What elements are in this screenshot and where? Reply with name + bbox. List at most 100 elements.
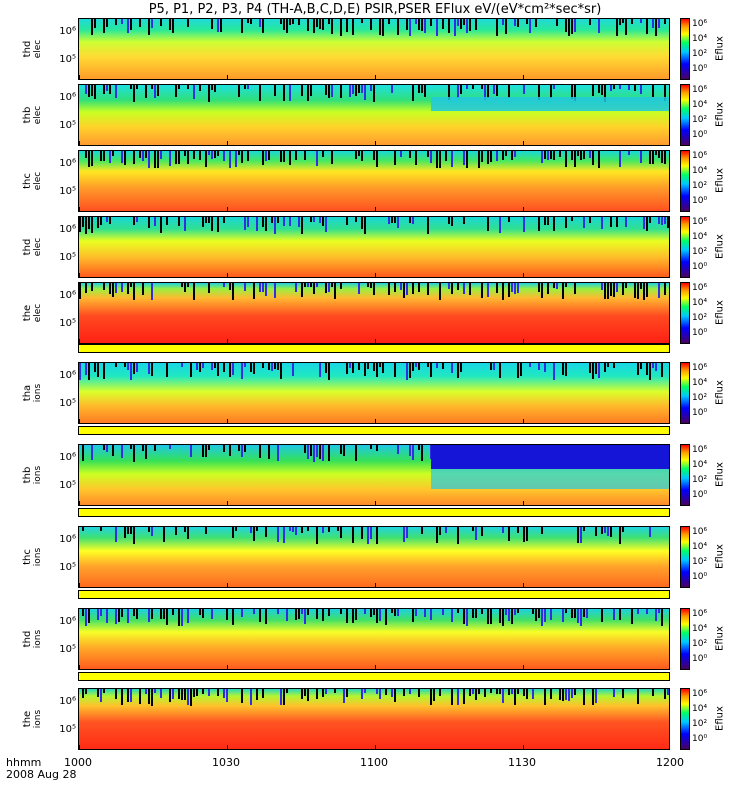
x-tick-mark bbox=[79, 745, 80, 749]
colorbar-tick: 10⁶ bbox=[692, 689, 708, 699]
colorbar-tick: 10⁶ bbox=[692, 445, 708, 455]
x-tick-mark bbox=[523, 745, 524, 749]
x-tick-mark bbox=[227, 583, 228, 587]
x-tick-mark bbox=[79, 583, 80, 587]
noise-band bbox=[82, 689, 669, 706]
y-tick-label: 10⁵ bbox=[59, 186, 76, 197]
colorbar-tick: 10⁴ bbox=[692, 166, 708, 176]
y-tick-label: 10⁶ bbox=[59, 224, 76, 235]
colorbar-tick: 10² bbox=[692, 313, 708, 323]
species-label: elec bbox=[33, 237, 43, 257]
x-tick-mark bbox=[227, 419, 228, 423]
colorbar bbox=[680, 18, 690, 80]
colorbar-tick: 10⁶ bbox=[692, 283, 708, 293]
x-tick-mark bbox=[375, 141, 376, 145]
colorbar-tick: 10⁰ bbox=[692, 490, 708, 500]
y-tick-label: 10⁵ bbox=[59, 318, 76, 329]
x-tick-mark bbox=[227, 75, 228, 79]
x-tick-0: 1000 bbox=[64, 756, 92, 769]
x-tick-mark bbox=[669, 339, 670, 343]
x-tick-mark bbox=[523, 141, 524, 145]
panel-ylabel: thd ions bbox=[22, 624, 43, 654]
x-tick-mark bbox=[523, 207, 524, 211]
colorbar-label: Eflux bbox=[714, 626, 726, 651]
species-label: ions bbox=[33, 465, 43, 485]
colorbar-tick: 10⁰ bbox=[692, 408, 708, 418]
x-tick-mark bbox=[523, 339, 524, 343]
colorbar-tick: 10⁶ bbox=[692, 19, 708, 29]
panel-ylabel: the ions bbox=[22, 704, 43, 734]
colorbar bbox=[680, 216, 690, 278]
y-tick-label: 10⁵ bbox=[59, 252, 76, 263]
figure-title: P5, P1, P2, P3, P4 (TH-A,B,C,D,E) PSIR,P… bbox=[148, 2, 602, 17]
y-tick-label: 10⁵ bbox=[59, 54, 76, 65]
x-tick-3: 1130 bbox=[508, 756, 536, 769]
separator-bar bbox=[78, 508, 670, 517]
x-tick-4: 1200 bbox=[656, 756, 684, 769]
species-label: elec bbox=[33, 303, 43, 323]
colorbar-tick: 10² bbox=[692, 639, 708, 649]
colorbar-tick: 10⁰ bbox=[692, 262, 708, 272]
colorbar bbox=[680, 150, 690, 212]
colorbar-tick: 10² bbox=[692, 115, 708, 125]
y-tick-label: 10⁵ bbox=[59, 724, 76, 735]
species-label: ions bbox=[33, 383, 43, 403]
colorbar-tick: 10⁶ bbox=[692, 85, 708, 95]
colorbar-label: Eflux bbox=[714, 234, 726, 259]
x-tick-mark bbox=[79, 273, 80, 277]
spectrogram-thd-elec bbox=[78, 18, 670, 80]
x-tick-mark bbox=[375, 75, 376, 79]
y-tick-label: 10⁵ bbox=[59, 120, 76, 131]
x-tick-2: 1100 bbox=[360, 756, 388, 769]
colorbar-tick: 10⁰ bbox=[692, 654, 708, 664]
probe-label: thd bbox=[22, 238, 33, 256]
separator-bar bbox=[78, 344, 670, 353]
colorbar-label: Eflux bbox=[714, 36, 726, 61]
y-tick-label: 10⁶ bbox=[59, 290, 76, 301]
x-tick-mark bbox=[79, 207, 80, 211]
colorbar bbox=[680, 444, 690, 506]
separator-bar bbox=[78, 672, 670, 681]
y-tick-label: 10⁶ bbox=[59, 452, 76, 463]
x-tick-mark bbox=[669, 419, 670, 423]
noise-band bbox=[79, 283, 666, 300]
x-tick-mark bbox=[227, 665, 228, 669]
x-tick-mark bbox=[375, 207, 376, 211]
y-tick-label: 10⁶ bbox=[59, 616, 76, 627]
species-label: elec bbox=[33, 39, 43, 59]
colorbar bbox=[680, 362, 690, 424]
colorbar-tick: 10⁴ bbox=[692, 232, 708, 242]
x-tick-mark bbox=[669, 583, 670, 587]
y-tick-label: 10⁵ bbox=[59, 480, 76, 491]
colorbar-tick: 10⁶ bbox=[692, 527, 708, 537]
noise-band bbox=[91, 19, 666, 36]
colorbar bbox=[680, 282, 690, 344]
x-tick-mark bbox=[227, 207, 228, 211]
x-tick-mark bbox=[227, 501, 228, 505]
species-label: elec bbox=[33, 171, 43, 191]
x-tick-mark bbox=[375, 419, 376, 423]
noise-band bbox=[82, 609, 663, 626]
x-tick-mark bbox=[669, 665, 670, 669]
x-tick-mark bbox=[79, 75, 80, 79]
colorbar-tick: 10⁴ bbox=[692, 100, 708, 110]
colorbar-label: Eflux bbox=[714, 706, 726, 731]
noise-band bbox=[85, 151, 666, 168]
x-tick-mark bbox=[523, 419, 524, 423]
panel-ylabel: thd elec bbox=[22, 34, 43, 64]
colorbar bbox=[680, 526, 690, 588]
time-unit-label: hhmm bbox=[6, 756, 42, 769]
species-label: elec bbox=[33, 105, 43, 125]
x-tick-mark bbox=[375, 501, 376, 505]
colorbar-tick: 10² bbox=[692, 49, 708, 59]
y-tick-label: 10⁵ bbox=[59, 562, 76, 573]
separator-bar bbox=[78, 590, 670, 599]
x-tick-mark bbox=[523, 75, 524, 79]
colorbar-label: Eflux bbox=[714, 544, 726, 569]
x-tick-mark bbox=[79, 501, 80, 505]
colorbar-tick: 10⁰ bbox=[692, 734, 708, 744]
colorbar-tick: 10⁶ bbox=[692, 609, 708, 619]
probe-label: the bbox=[22, 304, 33, 322]
probe-label: thc bbox=[22, 549, 33, 565]
colorbar-tick: 10² bbox=[692, 393, 708, 403]
